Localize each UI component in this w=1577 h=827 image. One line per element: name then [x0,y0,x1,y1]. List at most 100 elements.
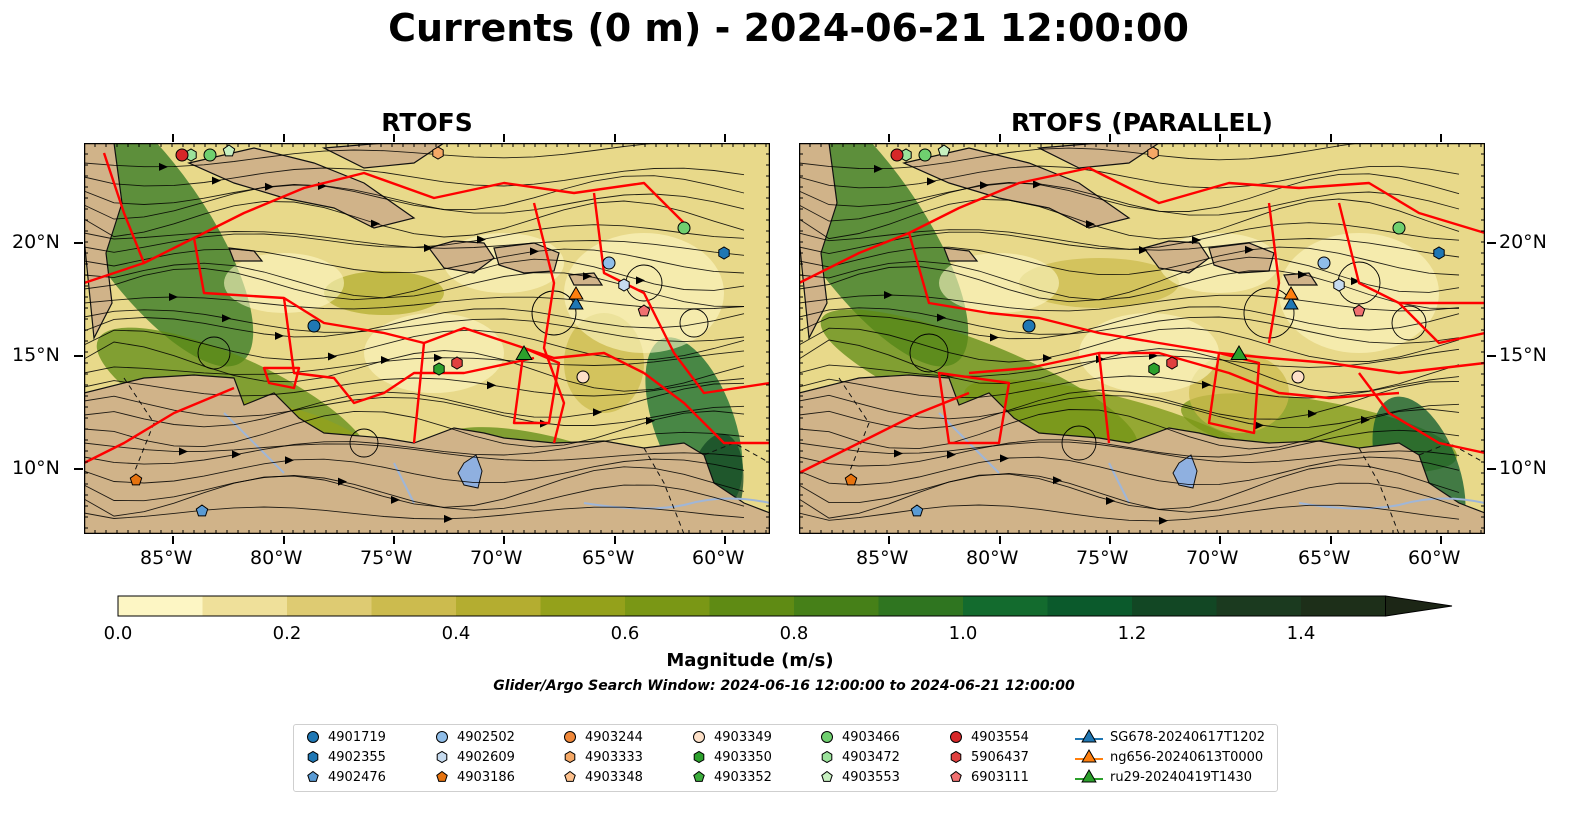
circle-marker-icon [307,731,319,743]
argo-float-marker [433,362,445,376]
eddy-streamline [909,333,949,373]
legend-item: 4903466 [818,727,900,747]
streamline-arrow [1298,270,1307,279]
colorbar-segment [709,596,795,616]
argo-float-marker [890,148,904,162]
hexagon-marker-icon [821,750,833,764]
hexagon-marker-icon [950,750,962,764]
colorbar-segment [1047,596,1133,616]
colorbar-frame [117,595,1386,617]
current-speed-region [324,271,444,315]
legend-marker [1081,728,1097,743]
forecast-region-boundary [262,366,301,390]
lon-label: 70°W [470,547,523,569]
legend-label: 4903553 [842,769,900,785]
legend-label: 5906437 [971,749,1029,765]
argo-float-marker [129,473,143,486]
major-tick [1219,134,1221,142]
colorbar-tick: 1.2 [1117,623,1147,644]
legend-marker [950,731,962,743]
streamline [799,246,1460,276]
streamline-arrow [487,381,496,390]
streamline-arrow [222,314,231,323]
streamline [799,464,1460,519]
streamline-arrow [444,514,453,523]
eddy-streamline [531,290,577,336]
legend-item: 4901719 [304,727,386,747]
argo-float-marker [602,256,616,270]
land-mass [799,143,838,341]
glider-marker [1230,345,1248,360]
major-tick [1487,242,1496,244]
legend-marker [693,731,705,743]
legend-marker [1081,768,1097,783]
streamline [799,473,1460,513]
pentagon-marker-icon [693,770,705,782]
streamline-arrow [937,313,946,322]
river [1298,497,1485,510]
legend-marker [307,731,319,743]
eddy-streamline [349,428,379,458]
argo-float-marker [677,221,691,235]
argo-float-marker [1166,356,1178,370]
argo-float-marker [718,246,730,260]
major-tick [1440,134,1442,142]
map-panel-right[interactable] [799,143,1485,534]
streamline-arrow [1000,454,1009,463]
axis-ticks [799,143,1485,534]
lat-label: 15°N [12,344,60,366]
colorbar-segment [1301,596,1386,616]
lake [1172,454,1198,489]
pentagon-marker-icon [950,770,962,782]
streamline [84,200,745,238]
lat-label: 20°N [1499,231,1547,253]
streamline-arrow [1106,496,1115,505]
land-mass [902,147,1131,229]
pentagon-marker-icon [436,770,448,782]
lon-label: 75°W [360,547,413,569]
colorbar [117,595,1453,617]
argo-float-marker [910,504,924,517]
lat-label: 15°N [1499,344,1547,366]
legend-marker [950,750,962,764]
streamline-arrow [371,219,380,228]
lat-label: 20°N [12,231,60,253]
streamline-arrow [1033,180,1042,189]
argo-float-marker [1333,278,1345,292]
major-tick [1440,536,1442,544]
argo-float-marker [1392,221,1406,235]
colorbar-tick: 0.6 [610,623,640,644]
streamline [84,350,745,375]
streamline [799,198,1460,240]
colorbar-segment [1216,596,1302,616]
streamline-arrow [1202,380,1211,389]
major-tick [1487,355,1496,357]
streamlines [84,143,745,523]
map-panel-left[interactable] [84,143,770,534]
forecast-region-boundary [102,152,146,264]
legend-item: ru29-20240419T1430 [1074,767,1252,787]
eddy-streamline [679,308,709,338]
pentagon-marker-icon [564,770,576,782]
legend-label: 4902355 [328,749,386,765]
country-border [703,442,770,464]
colorbar-segment [1132,596,1217,616]
current-speed-region [939,253,1059,313]
argo-float-marker [1147,146,1159,160]
streamline [799,456,1460,486]
eddy-streamline [197,336,231,370]
forecast-region-boundary [412,342,426,444]
country-border [1418,442,1485,464]
streamline [84,248,745,274]
pentagon-marker-icon [821,770,833,782]
major-tick [724,536,726,544]
legend-marker [821,750,833,764]
streamline-arrow [1192,236,1201,245]
legend-label: ru29-20240419T1430 [1110,769,1253,785]
major-tick [503,536,505,544]
lon-label: 70°W [1186,547,1239,569]
forecast-region-boundary [799,166,1485,285]
legend-item: 4902502 [433,727,515,747]
streamline [84,395,745,426]
streamline-arrow [583,272,592,281]
